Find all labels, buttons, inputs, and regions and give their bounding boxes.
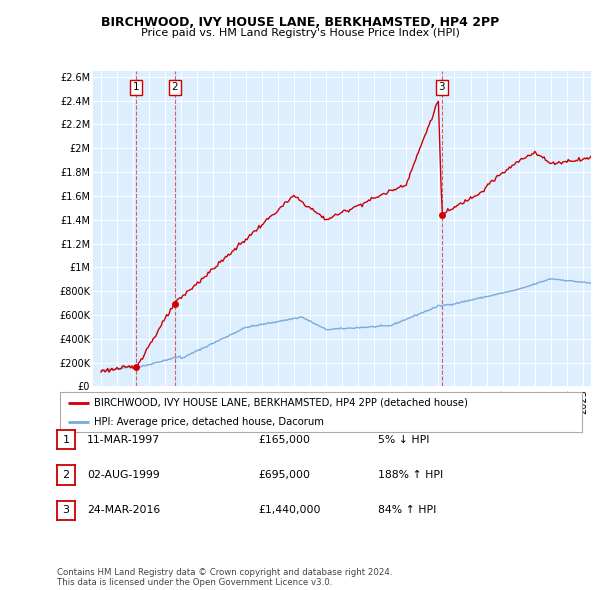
Text: £165,000: £165,000 (258, 435, 310, 444)
Text: 2: 2 (62, 470, 70, 480)
Text: BIRCHWOOD, IVY HOUSE LANE, BERKHAMSTED, HP4 2PP: BIRCHWOOD, IVY HOUSE LANE, BERKHAMSTED, … (101, 16, 499, 29)
Text: HPI: Average price, detached house, Dacorum: HPI: Average price, detached house, Daco… (94, 417, 324, 427)
Text: 2: 2 (171, 83, 178, 93)
Text: 1: 1 (62, 435, 70, 444)
Text: 5% ↓ HPI: 5% ↓ HPI (378, 435, 430, 444)
Text: 3: 3 (62, 506, 70, 515)
Text: 84% ↑ HPI: 84% ↑ HPI (378, 506, 436, 515)
Text: 1: 1 (133, 83, 140, 93)
Text: Contains HM Land Registry data © Crown copyright and database right 2024.
This d: Contains HM Land Registry data © Crown c… (57, 568, 392, 587)
Text: 02-AUG-1999: 02-AUG-1999 (87, 470, 160, 480)
Text: Price paid vs. HM Land Registry's House Price Index (HPI): Price paid vs. HM Land Registry's House … (140, 28, 460, 38)
Text: 24-MAR-2016: 24-MAR-2016 (87, 506, 160, 515)
Text: BIRCHWOOD, IVY HOUSE LANE, BERKHAMSTED, HP4 2PP (detached house): BIRCHWOOD, IVY HOUSE LANE, BERKHAMSTED, … (94, 398, 468, 408)
Text: 3: 3 (439, 83, 445, 93)
Text: £1,440,000: £1,440,000 (258, 506, 320, 515)
Text: 11-MAR-1997: 11-MAR-1997 (87, 435, 160, 444)
Text: 188% ↑ HPI: 188% ↑ HPI (378, 470, 443, 480)
Text: £695,000: £695,000 (258, 470, 310, 480)
